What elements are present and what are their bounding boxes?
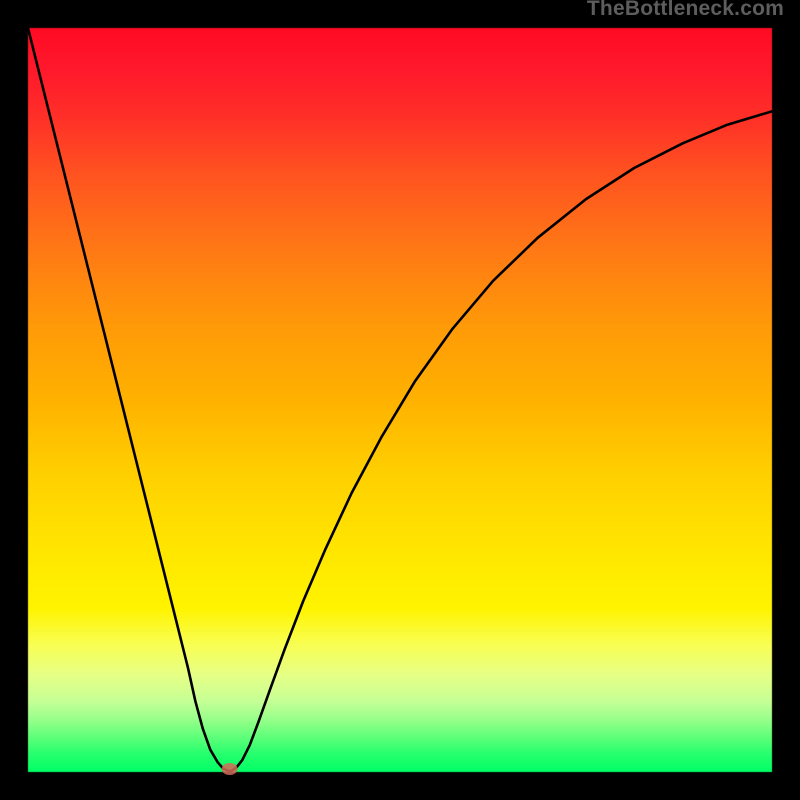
- chart-container: TheBottleneck.com: [0, 0, 800, 800]
- site-watermark: TheBottleneck.com: [587, 0, 792, 18]
- gradient-plot-background: [0, 0, 800, 800]
